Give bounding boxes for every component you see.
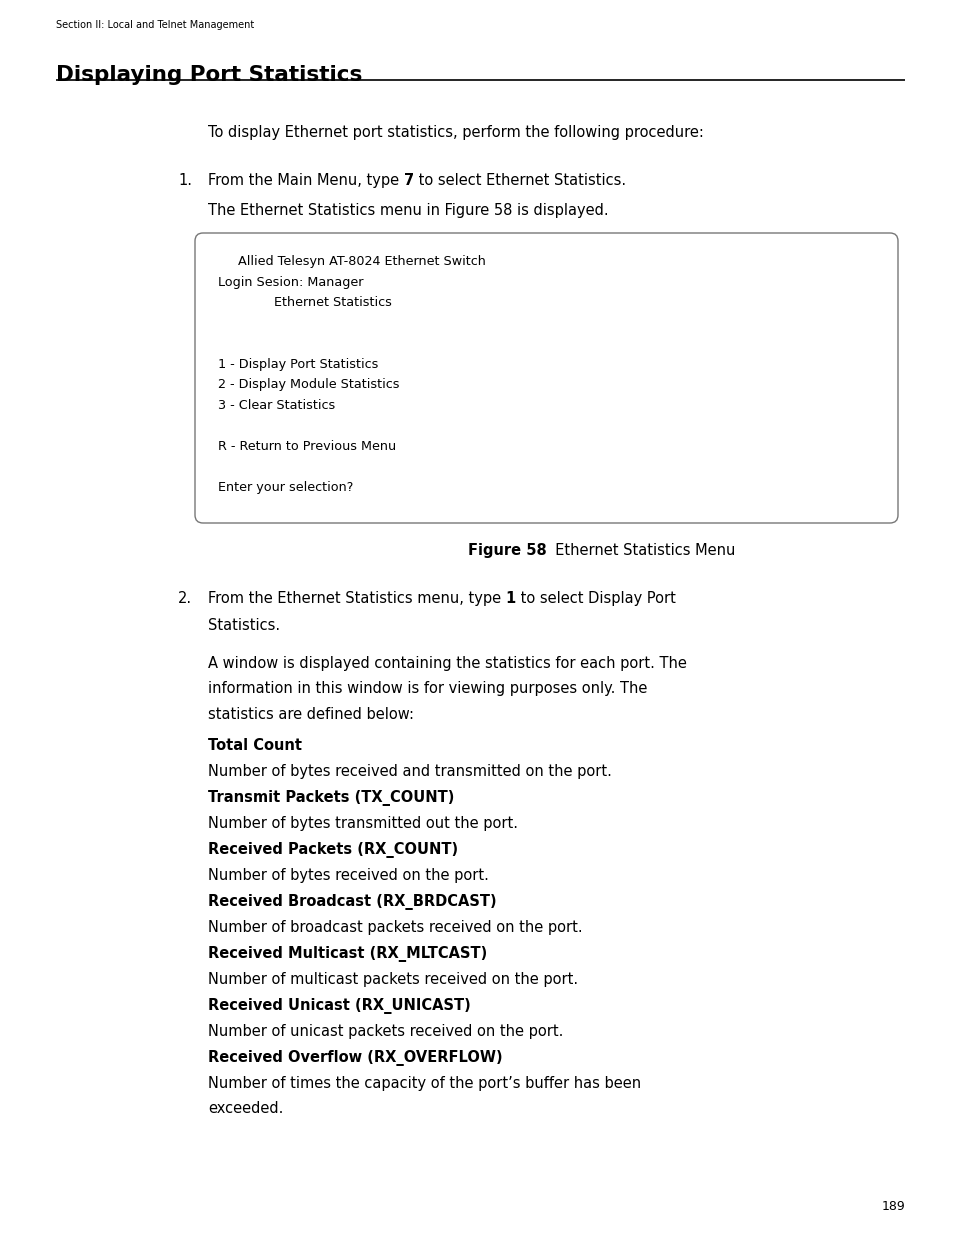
Text: Displaying Port Statistics: Displaying Port Statistics xyxy=(56,65,362,85)
Text: Number of broadcast packets received on the port.: Number of broadcast packets received on … xyxy=(208,920,582,935)
Text: The Ethernet Statistics menu in Figure 58 is displayed.: The Ethernet Statistics menu in Figure 5… xyxy=(208,203,608,219)
Text: Number of unicast packets received on the port.: Number of unicast packets received on th… xyxy=(208,1024,563,1039)
Text: Received Unicast (RX_UNICAST): Received Unicast (RX_UNICAST) xyxy=(208,999,470,1014)
Text: Allied Telesyn AT-8024 Ethernet Switch: Allied Telesyn AT-8024 Ethernet Switch xyxy=(218,254,485,268)
Text: Received Multicast (RX_MLTCAST): Received Multicast (RX_MLTCAST) xyxy=(208,946,487,962)
Text: 2 - Display Module Statistics: 2 - Display Module Statistics xyxy=(218,378,399,391)
Text: Number of bytes received and transmitted on the port.: Number of bytes received and transmitted… xyxy=(208,764,611,779)
Text: Received Packets (RX_COUNT): Received Packets (RX_COUNT) xyxy=(208,842,457,858)
Text: Login Sesion: Manager: Login Sesion: Manager xyxy=(218,275,363,289)
Text: Transmit Packets (TX_COUNT): Transmit Packets (TX_COUNT) xyxy=(208,790,454,806)
Text: information in this window is for viewing purposes only. The: information in this window is for viewin… xyxy=(208,682,647,697)
Text: Total Count: Total Count xyxy=(208,739,302,753)
Text: Ethernet Statistics Menu: Ethernet Statistics Menu xyxy=(546,543,735,558)
Text: R - Return to Previous Menu: R - Return to Previous Menu xyxy=(218,440,395,452)
Text: Number of bytes transmitted out the port.: Number of bytes transmitted out the port… xyxy=(208,816,517,831)
Text: From the Ethernet Statistics menu, type: From the Ethernet Statistics menu, type xyxy=(208,592,505,606)
Text: Enter your selection?: Enter your selection? xyxy=(218,480,353,494)
Text: to select Ethernet Statistics.: to select Ethernet Statistics. xyxy=(414,173,625,188)
Text: To display Ethernet port statistics, perform the following procedure:: To display Ethernet port statistics, per… xyxy=(208,125,703,140)
Text: From the Main Menu, type: From the Main Menu, type xyxy=(208,173,403,188)
Text: Ethernet Statistics: Ethernet Statistics xyxy=(218,296,392,309)
FancyBboxPatch shape xyxy=(194,233,897,522)
Text: 3 - Clear Statistics: 3 - Clear Statistics xyxy=(218,399,335,411)
Text: A window is displayed containing the statistics for each port. The: A window is displayed containing the sta… xyxy=(208,656,686,671)
Text: Section II: Local and Telnet Management: Section II: Local and Telnet Management xyxy=(56,20,254,30)
Text: 1: 1 xyxy=(505,592,516,606)
Text: 7: 7 xyxy=(403,173,414,188)
Text: Statistics.: Statistics. xyxy=(208,618,280,634)
Text: 1.: 1. xyxy=(178,173,192,188)
Text: Number of bytes received on the port.: Number of bytes received on the port. xyxy=(208,868,488,883)
Text: Number of times the capacity of the port’s buffer has been: Number of times the capacity of the port… xyxy=(208,1076,640,1091)
Text: statistics are defined below:: statistics are defined below: xyxy=(208,706,414,722)
Text: to select Display Port: to select Display Port xyxy=(516,592,675,606)
Text: Figure 58: Figure 58 xyxy=(467,543,546,558)
Text: Received Broadcast (RX_BRDCAST): Received Broadcast (RX_BRDCAST) xyxy=(208,894,497,910)
Text: Number of multicast packets received on the port.: Number of multicast packets received on … xyxy=(208,972,578,987)
Text: 2.: 2. xyxy=(178,592,192,606)
Text: 1 - Display Port Statistics: 1 - Display Port Statistics xyxy=(218,357,378,370)
Text: 189: 189 xyxy=(881,1200,904,1213)
Text: exceeded.: exceeded. xyxy=(208,1102,283,1116)
Text: Received Overflow (RX_OVERFLOW): Received Overflow (RX_OVERFLOW) xyxy=(208,1051,502,1067)
